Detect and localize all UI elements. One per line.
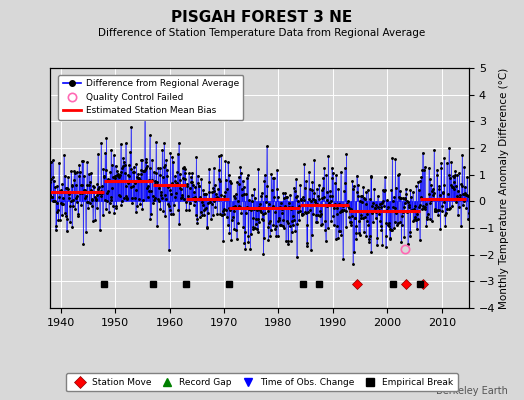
Text: Berkeley Earth: Berkeley Earth — [436, 386, 508, 396]
Legend: Difference from Regional Average, Quality Control Failed, Estimated Station Mean: Difference from Regional Average, Qualit… — [59, 75, 243, 120]
Legend: Station Move, Record Gap, Time of Obs. Change, Empirical Break: Station Move, Record Gap, Time of Obs. C… — [67, 374, 457, 392]
Text: PISGAH FOREST 3 NE: PISGAH FOREST 3 NE — [171, 10, 353, 25]
Text: Difference of Station Temperature Data from Regional Average: Difference of Station Temperature Data f… — [99, 28, 425, 38]
Y-axis label: Monthly Temperature Anomaly Difference (°C): Monthly Temperature Anomaly Difference (… — [499, 67, 509, 309]
